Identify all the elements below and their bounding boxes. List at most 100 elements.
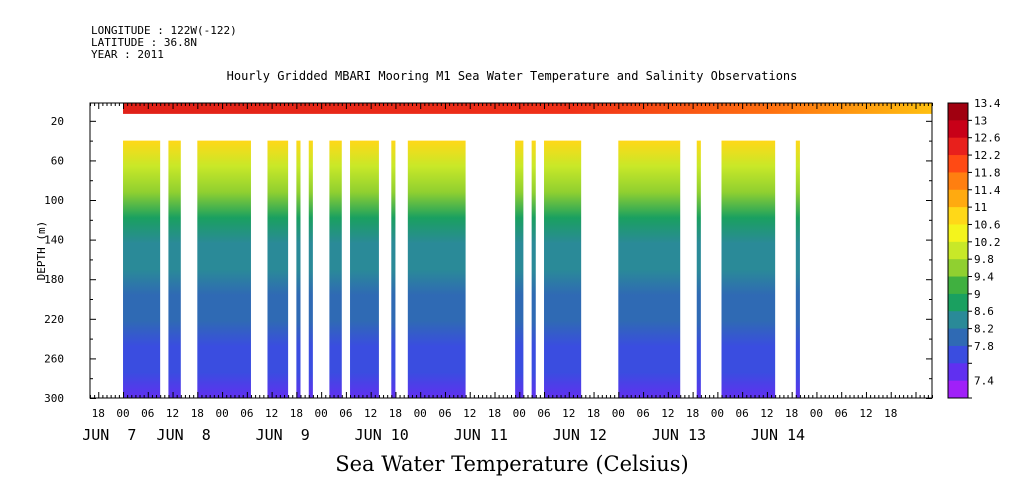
data-block [168,140,181,399]
data-block [531,140,536,399]
date-label: JUN 13 [652,426,706,444]
x-tick-label: 18 [290,407,303,420]
y-tick-label: 100 [44,194,64,207]
x-tick-label: 00 [116,407,129,420]
data-block [544,140,582,399]
colorbar-swatch [948,328,968,347]
year-label: YEAR : 2011 [91,48,164,61]
colorbar-swatch [948,137,968,156]
x-tick-label: 12 [562,407,575,420]
data-block [308,140,313,399]
date-label: JUN 14 [751,426,805,444]
colorbar-label: 10.2 [974,236,1001,249]
x-tick-label: 06 [141,407,154,420]
y-tick-label: 300 [44,392,64,405]
x-tick-label: 06 [736,407,749,420]
y-tick-label: 60 [51,154,64,167]
data-layer [123,103,933,399]
colorbar-swatch [948,224,968,243]
colorbar-swatch [948,241,968,260]
colorbar-swatch [948,155,968,173]
x-tick-label: 12 [859,407,872,420]
data-block [350,140,379,399]
x-tick-label: 06 [339,407,352,420]
colorbar-label: 7.4 [974,375,994,388]
variable-label: Sea Water Temperature (Celsius) [335,452,689,476]
x-tick-label: 18 [191,407,204,420]
colorbar-swatch [948,207,968,225]
colorbar-swatch [948,363,968,382]
colorbar-label: 12.2 [974,149,1001,162]
date-label: JUN 9 [256,426,310,444]
colorbar-label: 7.8 [974,340,994,353]
data-block [197,140,251,399]
colorbar-label: 13.4 [974,97,1001,110]
date-label: JUN 10 [355,426,409,444]
x-tick-label: 12 [760,407,773,420]
colorbar-label: 8.2 [974,323,994,336]
x-tick-label: 06 [636,407,649,420]
date-label: JUN 12 [553,426,607,444]
colorbar-label: 9.4 [974,271,994,284]
colorbar-label: 11 [974,201,987,214]
colorbar-label: 11.8 [974,166,1001,179]
colorbar-swatch [948,276,968,295]
data-block [696,140,701,399]
colorbar-swatch [948,189,968,208]
x-tick-label: 06 [240,407,253,420]
chart-title: Hourly Gridded MBARI Mooring M1 Sea Wate… [226,69,798,83]
data-block [329,140,342,399]
x-tick-label: 00 [612,407,625,420]
colorbar-label: 10.6 [974,218,1001,231]
data-block [618,140,681,399]
x-tick-label: 12 [364,407,377,420]
x-tick-label: 00 [711,407,724,420]
date-label: JUN 11 [454,426,508,444]
y-tick-label: 220 [44,313,64,326]
data-block [407,140,466,399]
x-tick-label: 00 [414,407,427,420]
surface-band [123,103,933,114]
x-tick-label: 06 [835,407,848,420]
x-tick-label: 12 [265,407,278,420]
longitude-label: LONGITUDE : 122W(-122) [91,24,237,37]
colorbar-swatch [948,120,968,139]
x-tick-label: 00 [810,407,823,420]
colorbar-label: 12.6 [974,132,1001,145]
colorbar-label: 9 [974,288,981,301]
x-tick-label: 00 [215,407,228,420]
x-tick-label: 18 [686,407,699,420]
colorbar-swatch [948,380,968,399]
data-block [391,140,396,399]
x-tick-label: 18 [92,407,105,420]
x-tick-label: 18 [389,407,402,420]
date-label: JUN 8 [157,426,211,444]
x-tick-label: 18 [785,407,798,420]
colorbar-label: 9.8 [974,253,994,266]
y-axis-label: DEPTH (m) [35,221,48,281]
colorbar-swatch [948,311,968,330]
x-tick-label: 12 [166,407,179,420]
colorbar-swatch [948,259,968,278]
colorbar-label: 8.6 [974,305,994,318]
data-block [123,140,161,399]
colorbar: 13.4 13 12.6 12.2 11.8 11.4 11 10.6 10.2 9.8 9.4 9 8… [947,97,1001,399]
x-tick-label: 18 [587,407,600,420]
y-tick-label: 180 [44,273,64,286]
x-tick-label: 12 [463,407,476,420]
colorbar-swatch [948,172,968,191]
x-tick-label: 18 [488,407,501,420]
latitude-label: LATITUDE : 36.8N [91,36,197,49]
colorbar-frame [947,102,969,399]
x-tick-label: 12 [661,407,674,420]
data-block [721,140,776,399]
x-tick-label: 00 [513,407,526,420]
colorbar-label: 13 [974,114,987,127]
x-tick-label: 06 [537,407,550,420]
colorbar-swatch [948,345,968,364]
x-tick-label: 00 [315,407,328,420]
date-label: JUN 7 [82,426,136,444]
data-block [267,140,289,399]
x-tick-label: 06 [438,407,451,420]
y-tick-label: 140 [44,234,64,247]
